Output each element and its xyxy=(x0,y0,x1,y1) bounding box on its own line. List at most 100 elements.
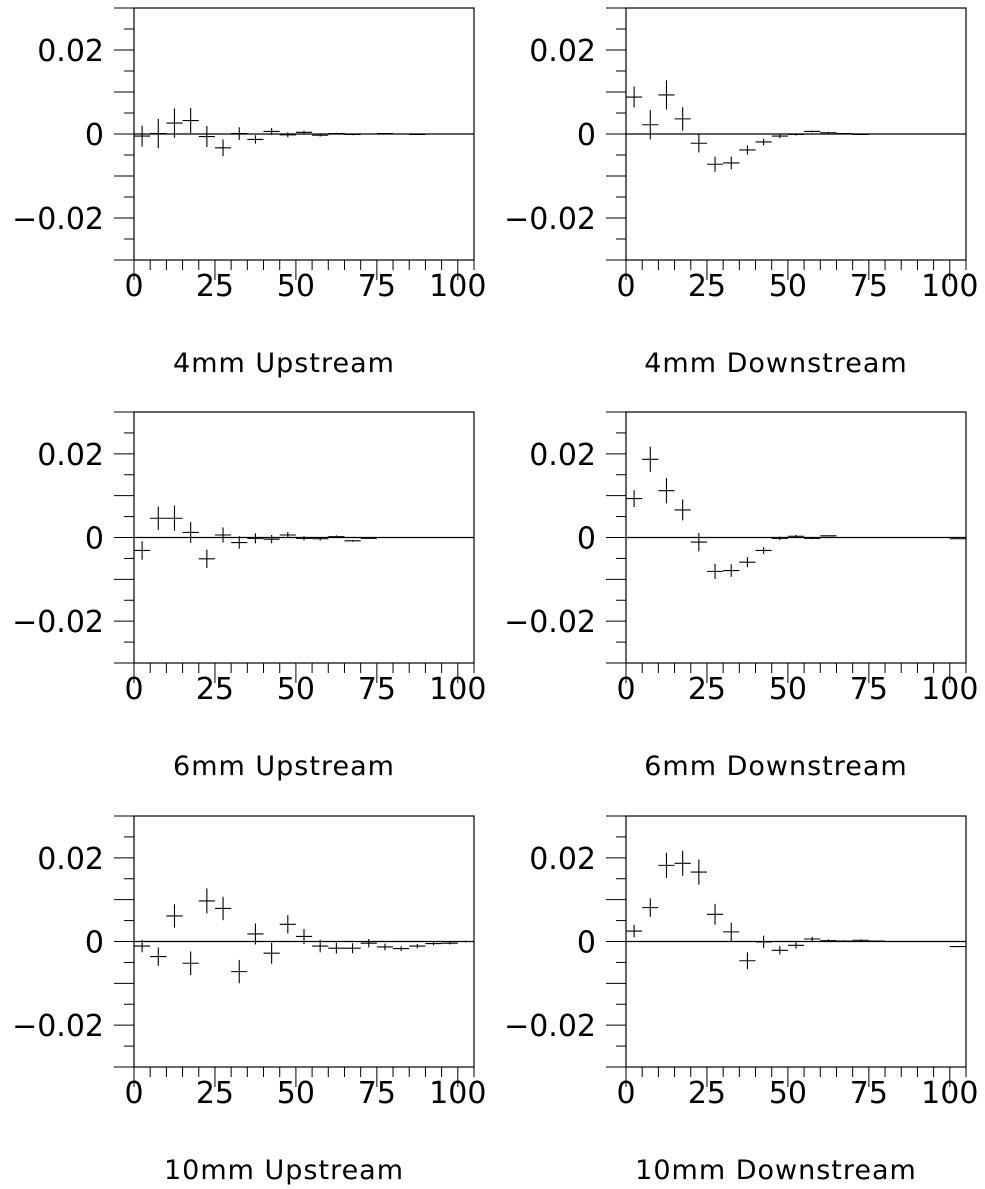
data-point xyxy=(166,505,183,531)
y-tick-label: 0.02 xyxy=(529,842,596,877)
data-point xyxy=(626,86,643,108)
data-point xyxy=(755,547,772,554)
data-point xyxy=(166,904,183,928)
data-point xyxy=(263,534,280,544)
y-tick-label: 0.02 xyxy=(37,438,104,473)
data-point xyxy=(134,939,151,953)
x-tick-label: 25 xyxy=(196,672,234,707)
data-point xyxy=(409,133,426,135)
data-point xyxy=(328,535,345,538)
panel: −0.02 0 0.02 0 25 50 75 100 10mm Downstream xyxy=(504,815,978,1186)
data-point xyxy=(739,952,756,970)
data-point xyxy=(279,132,296,138)
data-point xyxy=(231,127,248,140)
data-point xyxy=(787,133,805,136)
x-tick-label: 100 xyxy=(429,672,486,707)
x-tick-label: 0 xyxy=(124,269,143,304)
y-tick-label: −0.02 xyxy=(504,605,596,640)
x-tick-label: 0 xyxy=(124,672,143,707)
data-point xyxy=(150,947,167,966)
data-point xyxy=(425,941,442,946)
data-point xyxy=(198,126,215,148)
y-tick-label: 0.02 xyxy=(529,34,596,69)
data-point xyxy=(852,939,869,942)
data-point xyxy=(706,563,724,579)
x-tick-label: 100 xyxy=(921,672,978,707)
data-point xyxy=(214,527,232,543)
data-point xyxy=(166,108,183,138)
data-point xyxy=(247,533,264,544)
panel-title: 4mm Downstream xyxy=(644,348,908,379)
panel: −0.02 0 0.02 0 25 50 75 100 4mm Upstream xyxy=(12,7,486,379)
data-point xyxy=(706,156,724,172)
data-point xyxy=(134,125,151,147)
data-point xyxy=(247,923,264,945)
data-point xyxy=(804,130,821,133)
data-point xyxy=(771,536,788,541)
x-tick-label: 75 xyxy=(358,1076,396,1111)
data-point xyxy=(755,935,772,949)
data-point xyxy=(820,939,837,942)
data-point xyxy=(134,541,151,560)
data-point xyxy=(642,898,659,917)
data-point xyxy=(723,156,740,170)
data-point xyxy=(344,133,361,136)
x-tick-label: 25 xyxy=(196,1076,234,1111)
data-point xyxy=(885,940,902,943)
data-point xyxy=(674,107,691,131)
panel: −0.02 0 0.02 0 25 50 75 100 6mm Downstream xyxy=(504,411,978,782)
y-tick-label: 0 xyxy=(577,118,596,153)
x-tick-label: 100 xyxy=(429,269,486,304)
x-tick-label: 75 xyxy=(850,269,888,304)
data-point xyxy=(658,80,675,110)
data-point xyxy=(231,959,248,984)
x-tick-label: 50 xyxy=(277,1076,315,1111)
data-point xyxy=(706,903,724,925)
data-point xyxy=(360,133,377,135)
x-tick-label: 75 xyxy=(850,1076,888,1111)
data-point xyxy=(642,446,659,472)
panel-title: 6mm Downstream xyxy=(644,751,908,782)
y-tick-label: 0.02 xyxy=(529,438,596,473)
data-point xyxy=(690,532,707,552)
x-tick-label: 50 xyxy=(277,269,315,304)
data-point xyxy=(626,490,643,507)
data-point xyxy=(312,537,329,541)
data-point xyxy=(295,536,313,541)
data-point xyxy=(312,939,329,953)
data-point xyxy=(312,134,329,137)
data-point xyxy=(739,557,756,568)
data-point xyxy=(328,942,345,954)
data-point xyxy=(393,946,410,952)
data-point xyxy=(804,936,821,942)
x-tick-label: 25 xyxy=(196,269,234,304)
data-point xyxy=(344,943,361,954)
data-point xyxy=(344,540,361,542)
data-point xyxy=(376,536,394,539)
data-point xyxy=(723,922,740,942)
data-point xyxy=(771,946,788,955)
panel-title: 10mm Downstream xyxy=(635,1155,917,1186)
y-tick-label: −0.02 xyxy=(504,1009,596,1044)
x-tick-label: 100 xyxy=(429,1076,486,1111)
data-point xyxy=(852,133,869,135)
y-tick-label: −0.02 xyxy=(12,202,104,237)
y-tick-label: 0 xyxy=(577,926,596,961)
panel: −0.02 0 0.02 0 25 50 75 100 10mm Upstream xyxy=(12,815,486,1186)
x-tick-label: 25 xyxy=(688,1076,726,1111)
data-point xyxy=(360,938,377,948)
panel: −0.02 0 0.02 0 25 50 75 100 4mm Downstream xyxy=(504,7,978,379)
x-tick-label: 25 xyxy=(688,269,726,304)
data-point xyxy=(674,499,691,521)
x-tick-label: 50 xyxy=(769,1076,807,1111)
data-point xyxy=(658,478,675,504)
data-point xyxy=(360,537,377,539)
y-tick-label: −0.02 xyxy=(504,202,596,237)
x-tick-label: 75 xyxy=(358,672,396,707)
data-point xyxy=(409,944,426,949)
data-point xyxy=(626,924,643,938)
data-point xyxy=(755,138,772,146)
data-point xyxy=(771,134,788,139)
data-point xyxy=(690,134,707,153)
